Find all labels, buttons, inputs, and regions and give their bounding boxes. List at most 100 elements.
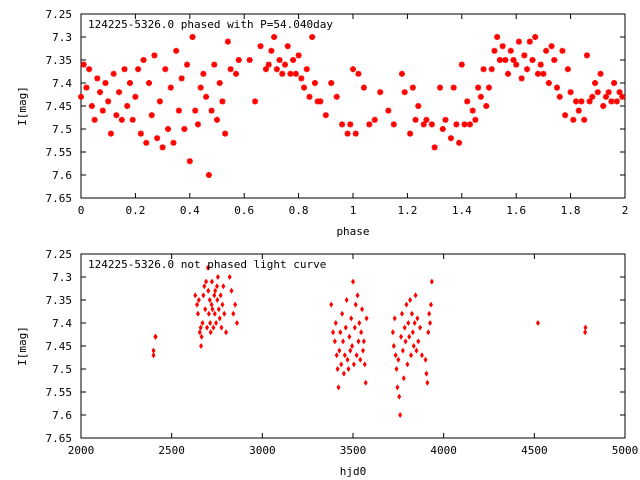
data-point	[394, 366, 399, 372]
data-point	[246, 57, 253, 63]
x-axis-ticks: 0 0.2 0.4 0.6 0.8 1 1.2 1.4 1.6 1.8 2	[78, 14, 628, 217]
data-point	[333, 93, 340, 100]
data-point	[346, 366, 351, 372]
y-tick-label: 7.4	[52, 317, 72, 330]
data-point	[589, 93, 596, 100]
data-point	[456, 139, 463, 146]
data-point	[483, 103, 490, 109]
data-point	[105, 98, 112, 105]
y-tick-label: 7.5	[52, 123, 72, 136]
data-point	[385, 107, 392, 114]
data-point	[526, 38, 533, 45]
data-point	[616, 89, 623, 96]
data-point	[392, 315, 397, 322]
data-point	[466, 121, 473, 128]
x-tick-label: 5000	[612, 444, 639, 457]
data-point	[461, 121, 468, 128]
data-point	[347, 121, 354, 128]
data-point	[212, 292, 217, 299]
data-point	[361, 338, 366, 345]
data-point	[129, 116, 136, 123]
data-point	[390, 121, 397, 128]
data-point	[146, 80, 152, 86]
data-point	[347, 333, 352, 340]
data-point	[322, 112, 329, 119]
data-point	[175, 107, 182, 114]
data-point	[213, 287, 218, 294]
data-point	[199, 343, 204, 349]
data-point	[329, 301, 334, 308]
data-point	[442, 116, 449, 123]
x-tick-label: 4000	[430, 444, 457, 457]
data-point	[282, 61, 288, 68]
data-point	[201, 292, 206, 299]
data-point	[573, 98, 580, 105]
data-point	[551, 57, 558, 63]
x-tick-label: 2000	[68, 444, 95, 457]
data-point	[521, 52, 528, 59]
data-point	[338, 329, 343, 336]
y-tick-label: 7.25	[46, 248, 73, 261]
data-point	[220, 301, 225, 308]
data-point	[407, 333, 412, 340]
data-point	[198, 324, 203, 331]
data-point	[143, 139, 150, 146]
data-point	[303, 66, 310, 73]
data-point	[583, 324, 588, 331]
data-point	[518, 75, 525, 82]
data-point	[339, 361, 344, 368]
data-point	[284, 43, 291, 50]
data-point	[207, 297, 212, 303]
y-tick-label: 7.3	[52, 31, 72, 44]
data-point	[273, 66, 280, 73]
data-point	[88, 103, 95, 109]
data-point	[428, 320, 433, 326]
data-point	[398, 412, 403, 418]
data-point	[428, 121, 435, 128]
data-point	[409, 310, 414, 317]
data-point	[276, 57, 283, 63]
y-tick-label: 7.65	[46, 432, 73, 445]
x-tick-label: 1.8	[561, 204, 581, 217]
data-point	[197, 329, 202, 336]
x-tick-label: 0.2	[125, 204, 145, 217]
data-point	[203, 93, 210, 100]
data-point	[425, 379, 430, 386]
data-point	[608, 98, 615, 105]
x-axis-ticks: 2000 2500 3000 3500 4000 4500 5000	[68, 254, 639, 457]
data-point	[311, 80, 318, 86]
data-point	[205, 324, 210, 331]
data-point	[113, 112, 120, 119]
data-point	[224, 329, 229, 336]
data-point	[499, 43, 506, 50]
data-point	[419, 352, 424, 359]
x-tick-label: 3000	[249, 444, 276, 457]
data-point	[407, 130, 414, 137]
data-point	[352, 324, 357, 331]
data-point	[564, 66, 571, 73]
data-point	[418, 324, 423, 331]
data-point	[475, 84, 482, 91]
data-point	[491, 47, 498, 54]
data-point	[78, 93, 84, 100]
data-point	[404, 301, 409, 308]
data-point	[399, 333, 404, 340]
data-point	[535, 320, 540, 326]
y-tick-label: 7.35	[46, 294, 73, 307]
data-point	[340, 310, 345, 317]
data-point	[193, 292, 198, 299]
data-point	[403, 338, 408, 345]
data-point	[309, 34, 316, 40]
data-point	[219, 324, 224, 331]
data-point	[151, 352, 156, 359]
data-point	[279, 70, 286, 77]
data-point	[124, 103, 131, 109]
data-point	[331, 329, 336, 336]
data-point	[613, 98, 620, 105]
data-point	[334, 352, 339, 359]
data-point	[399, 310, 404, 317]
data-point	[227, 66, 234, 73]
y-tick-label: 7.35	[46, 54, 73, 67]
data-point	[132, 93, 139, 100]
data-point	[423, 116, 430, 123]
